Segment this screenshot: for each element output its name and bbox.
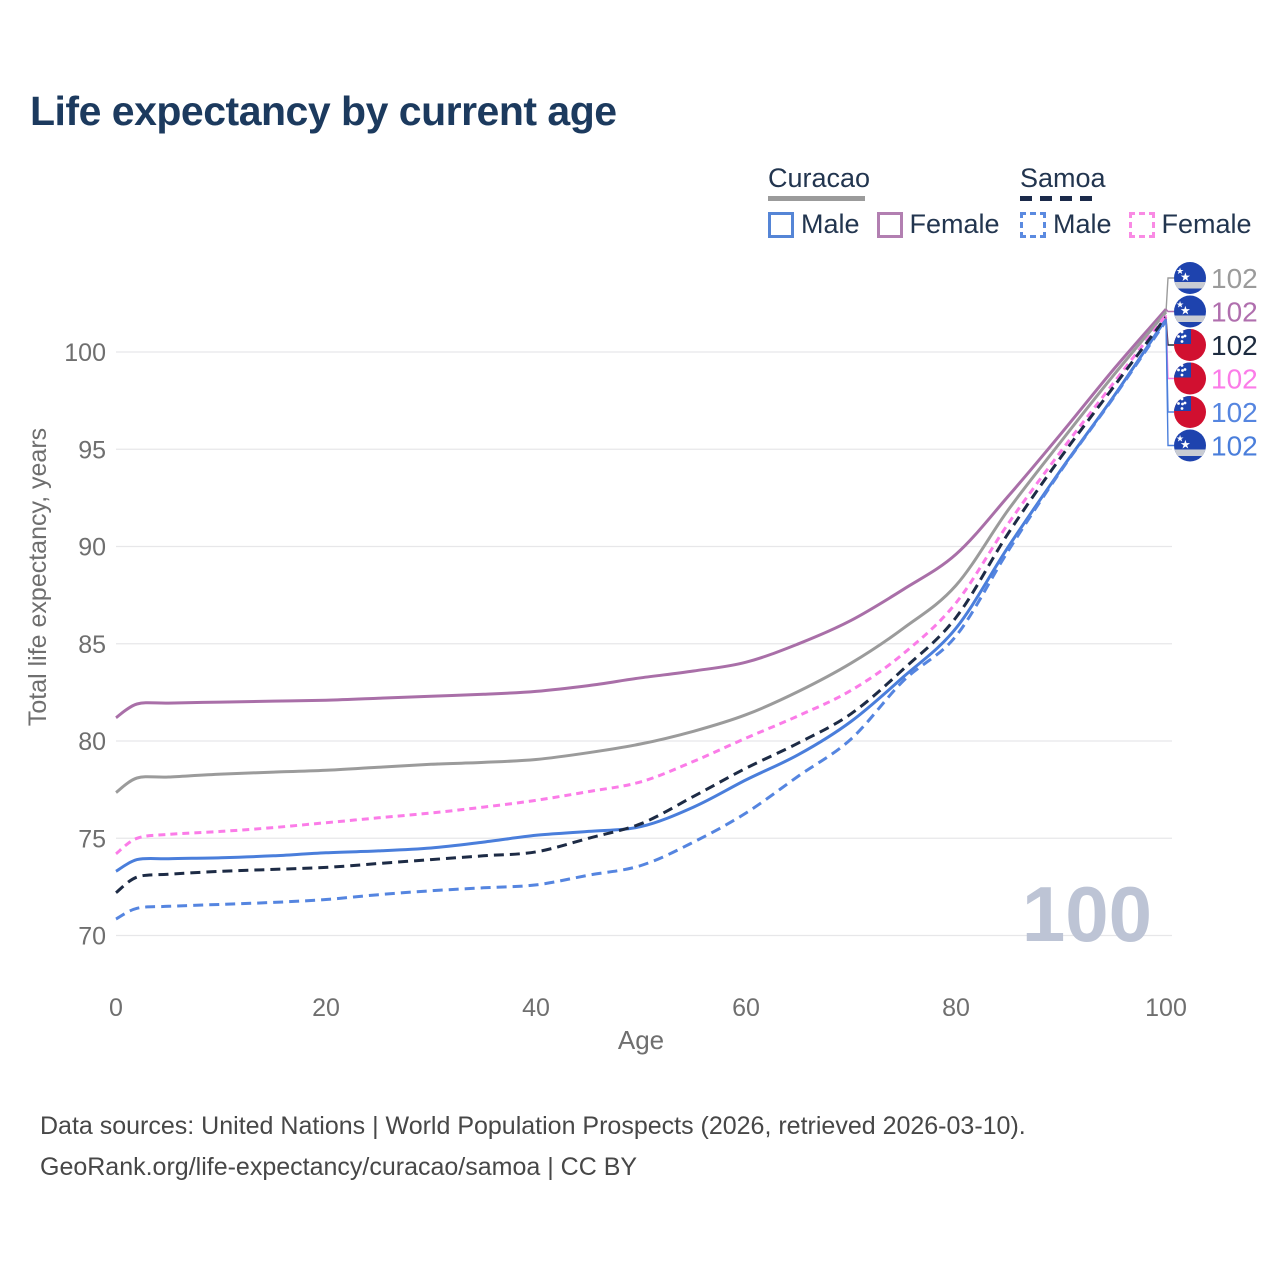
end-value-samoa-female: 102 [1211, 364, 1258, 395]
series-line-curacao-female [115, 308, 1168, 719]
leader-line-curacao-male [1165, 318, 1174, 447]
flag-star-small: ★ [1176, 434, 1184, 444]
flag-star [1181, 402, 1184, 406]
flag-star-small: ★ [1176, 266, 1184, 276]
legend-item-curacao-male[interactable]: Male [768, 209, 860, 240]
x-tick-100: 100 [1145, 994, 1187, 1022]
curacao-line-style-swatch [768, 196, 865, 201]
samoa-female-swatch-icon [1128, 211, 1155, 238]
flag-star-large: ★ [1180, 270, 1191, 284]
samoa-flag-icon [1174, 329, 1206, 361]
footer: Data sources: United Nations | World Pop… [40, 1106, 1026, 1188]
series-lines [115, 308, 1168, 921]
y-axis-title: Total life expectancy, years [24, 428, 52, 726]
end-value-samoa-male: 102 [1211, 397, 1258, 428]
x-tick-40: 40 [522, 994, 550, 1022]
legend-label-curacao-female: Female [909, 209, 1000, 239]
flag-star [1183, 334, 1187, 338]
curacao-flag-icon: ★★ [1174, 295, 1206, 328]
series-line-curacao-male [115, 318, 1168, 873]
samoa-male-swatch-icon [1020, 211, 1046, 238]
flag-star [1180, 330, 1184, 334]
y-tick-85: 85 [78, 631, 106, 659]
leader-line-curacao-female [1165, 308, 1174, 313]
legend-group-samoa: Samoa Male Female [1020, 163, 1252, 240]
x-axis-tick-labels: 0 20 40 60 80 100 [109, 994, 1187, 1022]
series-line-curacao-combined [115, 311, 1168, 794]
end-value-curacao-male: 102 [1211, 431, 1258, 462]
flag-star [1177, 335, 1180, 338]
flag-star [1180, 397, 1184, 401]
flag-stripe [1174, 315, 1206, 322]
y-tick-95: 95 [78, 436, 106, 464]
x-axis-title: Age [618, 1025, 664, 1055]
samoa-flag-icon [1174, 362, 1206, 395]
end-value-curacao-female: 102 [1211, 297, 1258, 328]
flag-star-small: ★ [1176, 300, 1184, 310]
flag-star [1177, 368, 1180, 372]
x-tick-80: 80 [942, 994, 970, 1022]
y-tick-100: 100 [64, 339, 106, 367]
chart-title: Life expectancy by current age [30, 88, 617, 134]
samoa-flag-icon [1174, 396, 1206, 428]
flag-star-large: ★ [1180, 304, 1191, 318]
flag-star [1183, 401, 1187, 405]
y-tick-80: 80 [78, 728, 106, 756]
footer-link: GeoRank.org/life-expectancy/curacao/samo… [40, 1153, 638, 1181]
flag-star [1180, 373, 1184, 377]
flag-stripe [1174, 282, 1206, 289]
footer-sources: Data sources: United Nations | World Pop… [40, 1112, 1026, 1140]
y-axis-tick-labels: 70 75 80 85 90 95 100 [64, 339, 106, 951]
flag-star [1181, 369, 1184, 372]
y-tick-90: 90 [78, 534, 106, 562]
series-line-samoa-combined [115, 316, 1168, 894]
curacao-flag-icon: ★★ [1174, 262, 1206, 294]
legend-label-samoa-male: Male [1053, 209, 1112, 239]
series-line-samoa-male [115, 320, 1168, 921]
flag-star [1183, 368, 1187, 371]
curacao-flag-icon: ★★ [1174, 429, 1206, 462]
flag-star [1177, 402, 1180, 405]
legend-item-samoa-female[interactable]: Female [1128, 209, 1252, 240]
flag-star [1180, 364, 1184, 367]
y-tick-75: 75 [78, 825, 106, 853]
legend-country-curacao: Curacao [768, 163, 871, 193]
legend: Curacao Male Female Samoa Male [0, 163, 1280, 253]
flag-star [1181, 335, 1184, 339]
flag-star-large: ★ [1180, 438, 1191, 452]
leader-line-curacao-combined [1165, 277, 1174, 313]
legend-label-samoa-female: Female [1161, 209, 1252, 239]
legend-country-samoa: Samoa [1020, 163, 1106, 193]
x-tick-60: 60 [732, 994, 760, 1022]
gridlines [116, 351, 1172, 937]
flag-star [1180, 340, 1184, 343]
curacao-female-swatch-icon [876, 211, 903, 238]
age-watermark: 100 [1022, 870, 1152, 958]
curacao-male-swatch-icon [768, 211, 794, 238]
y-tick-70: 70 [78, 923, 106, 951]
end-value-curacao-combined: 102 [1211, 263, 1258, 294]
flag-star [1180, 407, 1184, 410]
samoa-line-style-swatch [1020, 196, 1098, 201]
x-tick-0: 0 [109, 994, 123, 1022]
flag-stripe [1174, 449, 1206, 456]
legend-label-curacao-male: Male [801, 209, 860, 239]
legend-group-curacao: Curacao Male Female [768, 163, 1000, 240]
x-tick-20: 20 [312, 994, 340, 1022]
end-value-samoa-combined: 102 [1211, 330, 1258, 361]
legend-item-samoa-male[interactable]: Male [1020, 209, 1112, 240]
series-line-samoa-female [115, 314, 1168, 856]
legend-item-curacao-female[interactable]: Female [876, 209, 1000, 240]
